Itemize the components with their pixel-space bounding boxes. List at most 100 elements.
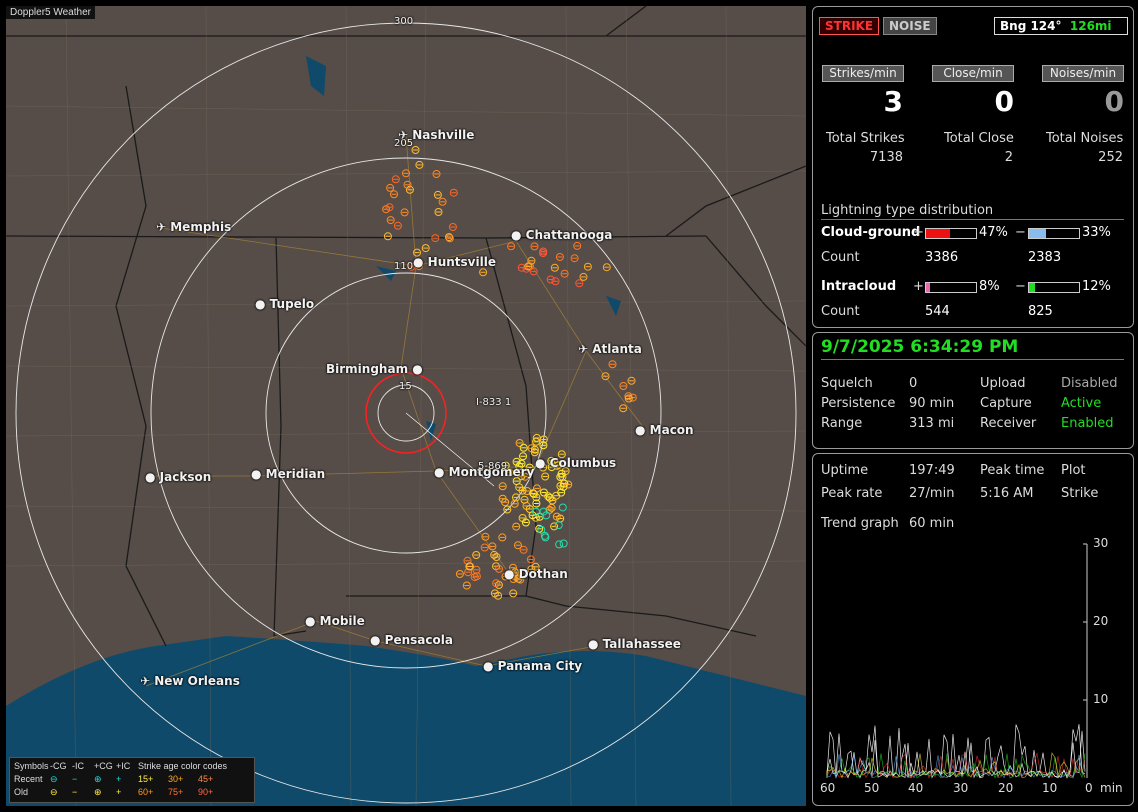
strike-symbol — [526, 555, 535, 564]
cg-positive-count: 3386 — [925, 250, 959, 265]
symbol-legend: Symbols-CG -IC +CG +IC Strike age color code… — [9, 757, 255, 803]
cg-negative-pct: 33% — [1082, 225, 1111, 240]
total-strikes-value: 7138 — [869, 150, 903, 165]
strike-symbol — [544, 492, 553, 501]
strikes-per-min-header: Strikes/min — [822, 65, 904, 82]
recent-strike-symbol — [532, 507, 541, 516]
ic-minus-sign: − — [1015, 279, 1026, 294]
dot-icon: ● — [251, 467, 266, 481]
persistence-label: Persistence — [821, 396, 896, 411]
city-dothan: ● Dothan — [504, 567, 568, 581]
strike-symbol — [490, 550, 499, 559]
airport-icon: ✈ — [578, 342, 593, 356]
close-range-ring — [365, 372, 447, 454]
strike-symbol — [411, 146, 420, 154]
strike-symbol — [539, 463, 548, 472]
persistence-value: 90 min — [909, 396, 955, 411]
minus-ic-old-icon: − — [72, 787, 78, 797]
dot-icon: ● — [483, 659, 498, 673]
strike-symbol — [479, 268, 488, 277]
city-new-orleans: ✈ New Orleans — [140, 674, 240, 688]
lightning-map[interactable]: Doppler5 Weather 300 205 110 15 ✈ Nashvi… — [6, 6, 806, 806]
strike-symbol — [415, 160, 424, 169]
strike-symbol — [518, 486, 527, 495]
receiver-value: Enabled — [1061, 416, 1114, 431]
plus-ic-old-icon: + — [116, 787, 122, 797]
strike-symbol — [601, 372, 610, 381]
strike-symbol — [602, 263, 611, 272]
strike-symbol — [431, 234, 440, 243]
strike-symbol — [462, 581, 471, 590]
trend-line — [826, 724, 1086, 779]
strike-symbol — [619, 382, 628, 390]
cg-positive-bar — [925, 228, 977, 239]
distribution-title: Lightning type distribution — [821, 203, 994, 218]
strike-symbol — [481, 532, 490, 541]
strike-symbol — [407, 262, 416, 271]
strike-symbol — [560, 269, 569, 278]
strike-symbol — [434, 208, 443, 216]
cg-plus-sign: + — [913, 225, 924, 240]
strike-marker-label: I-833 1 — [476, 397, 512, 408]
strike-symbol — [413, 248, 421, 257]
uptime-label: Uptime — [821, 463, 869, 478]
strike-symbol — [532, 499, 541, 508]
divider — [821, 219, 1124, 220]
strike-symbol — [503, 505, 512, 514]
city-tallahassee: ● Tallahassee — [588, 637, 681, 651]
capture-value: Active — [1061, 396, 1102, 411]
strike-symbol — [472, 551, 481, 559]
ic-plus-sign: + — [913, 279, 924, 294]
plus-cg-recent-icon: ⊕ — [94, 774, 102, 784]
x-tick-0: 0 — [1085, 781, 1093, 795]
strike-symbol — [391, 175, 400, 184]
airport-icon: ✈ — [398, 128, 413, 142]
minus-ic-recent-icon: − — [72, 774, 78, 784]
range-label-15: 15 — [399, 381, 412, 392]
recent-strike-symbol — [541, 533, 550, 542]
ic-positive-count: 544 — [925, 304, 950, 319]
strike-symbol — [515, 439, 524, 447]
strike-symbol — [553, 461, 562, 470]
strike-symbol — [464, 568, 473, 577]
strike-symbol — [575, 279, 584, 288]
strike-symbol — [556, 482, 565, 490]
range-label-110: 110 — [394, 261, 414, 272]
dot-icon: ● — [305, 614, 320, 628]
strike-symbol — [501, 461, 510, 470]
strike-symbol — [519, 545, 528, 554]
noises-per-min-value: 0 — [1104, 85, 1124, 118]
strike-symbol — [509, 589, 518, 598]
plus-ic-recent-icon: + — [116, 774, 122, 784]
strike-symbol — [393, 221, 402, 230]
strike-symbol — [515, 462, 524, 471]
dot-icon: ● — [504, 567, 519, 581]
cg-count-label: Count — [821, 250, 860, 265]
strike-symbol — [527, 565, 536, 574]
plot-label: Plot — [1061, 463, 1086, 478]
strike-symbol — [564, 480, 573, 489]
strike-symbol — [627, 376, 636, 385]
strike-symbol — [550, 522, 559, 531]
strike-symbol — [519, 443, 528, 452]
strike-button[interactable]: STRIKE — [819, 17, 880, 35]
strike-symbol — [552, 512, 561, 521]
ic-count-label: Count — [821, 304, 860, 319]
noise-button[interactable]: NOISE — [883, 17, 937, 35]
intracloud-label: Intracloud — [821, 279, 897, 294]
strike-symbol — [514, 541, 522, 550]
range-label-205: 205 — [394, 138, 414, 149]
strike-symbol — [512, 457, 521, 466]
strike-symbol — [550, 263, 559, 272]
total-strikes-label: Total Strikes — [826, 131, 905, 146]
trend-graph-value[interactable]: 60 min — [909, 516, 955, 531]
airport-icon: ✈ — [156, 220, 171, 234]
strike-symbols — [382, 146, 637, 600]
plot-value[interactable]: Strike — [1061, 486, 1099, 501]
strike-symbol — [390, 190, 398, 199]
strike-stats-panel: STRIKE NOISE Bng 124° 126mi Strikes/min … — [812, 6, 1134, 328]
city-tupelo: ● Tupelo — [255, 297, 315, 311]
x-tick-20: 20 — [998, 781, 1014, 795]
strike-symbol — [386, 216, 395, 225]
strike-symbol — [628, 393, 637, 402]
